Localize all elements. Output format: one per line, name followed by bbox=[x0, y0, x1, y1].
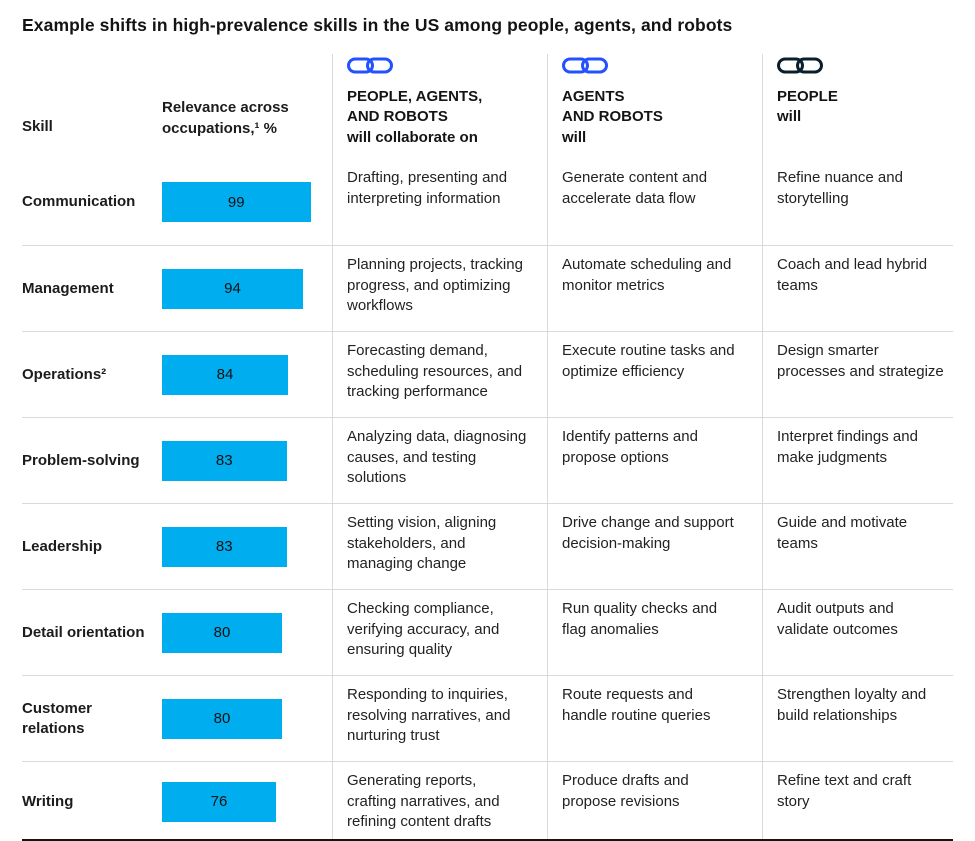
skill-name: Management bbox=[22, 279, 114, 297]
skill-name: Customer relations bbox=[22, 700, 93, 737]
table-row: Writing 76 Generating reports, crafting … bbox=[22, 761, 953, 839]
people-cell: Refine text and craft story bbox=[762, 762, 953, 839]
skill-name: Problem-solving bbox=[22, 451, 140, 469]
relevance-bar-cell: 83 bbox=[162, 418, 332, 503]
people-cell: Refine nuance and storytelling bbox=[762, 159, 953, 245]
relevance-value: 80 bbox=[213, 624, 231, 641]
relevance-bar: 83 bbox=[162, 440, 287, 481]
chain-link-icon bbox=[562, 56, 608, 80]
people-column-header: PEOPLE will bbox=[762, 54, 965, 159]
table-row: Management 94 Planning projects, trackin… bbox=[22, 245, 953, 331]
relevance-column-header: Relevance across occupations,¹ % bbox=[162, 99, 289, 137]
people-cell: Design smarter processes and strategize bbox=[762, 332, 953, 417]
relevance-value: 84 bbox=[216, 366, 234, 383]
agents-cell: Drive change and support decision-making bbox=[547, 504, 762, 589]
relevance-bar: 84 bbox=[162, 354, 288, 395]
table-row: Customer relations 80 Responding to inqu… bbox=[22, 675, 953, 761]
collaborate-cell: Analyzing data, diagnosing causes, and t… bbox=[332, 418, 547, 503]
people-cell: Audit outputs and validate outcomes bbox=[762, 590, 953, 675]
people-column-title: PEOPLE bbox=[777, 88, 838, 105]
table-row: Communication 99 Drafting, presenting an… bbox=[22, 159, 953, 245]
relevance-bar: 83 bbox=[162, 526, 287, 567]
collaborate-cell: Checking compliance, verifying accuracy,… bbox=[332, 590, 547, 675]
chain-link-icon bbox=[347, 56, 393, 80]
relevance-bar: 76 bbox=[162, 781, 276, 822]
relevance-bar-cell: 94 bbox=[162, 246, 332, 331]
people-cell: Guide and motivate teams bbox=[762, 504, 953, 589]
table-header: Skill Relevance across occupations,¹ % P… bbox=[22, 54, 953, 159]
skill-name: Communication bbox=[22, 193, 136, 211]
relevance-bar-cell: 80 bbox=[162, 676, 332, 761]
agents-cell: Automate scheduling and monitor metrics bbox=[547, 246, 762, 331]
relevance-value: 83 bbox=[215, 452, 233, 469]
relevance-value: 83 bbox=[215, 538, 233, 555]
collaborate-cell: Responding to inquiries, resolving narra… bbox=[332, 676, 547, 761]
people-cell: Interpret findings and make judgments bbox=[762, 418, 953, 503]
relevance-value: 94 bbox=[224, 280, 241, 297]
relevance-bar-cell: 76 bbox=[162, 762, 332, 839]
agents-cell: Run quality checks and flag anomalies bbox=[547, 590, 762, 675]
table-row: Operations² 84 Forecasting demand, sched… bbox=[22, 331, 953, 417]
relevance-bar: 80 bbox=[162, 698, 282, 739]
collaborate-cell: Setting vision, aligning stakeholders, a… bbox=[332, 504, 547, 589]
people-cell: Strengthen loyalty and build relationshi… bbox=[762, 676, 953, 761]
relevance-bar: 80 bbox=[162, 612, 282, 653]
agents-cell: Generate content and accelerate data flo… bbox=[547, 159, 762, 245]
agents-column-header: AGENTS AND ROBOTS will bbox=[547, 54, 762, 159]
relevance-bar-cell: 99 bbox=[162, 159, 332, 245]
agents-cell: Route requests and handle routine querie… bbox=[547, 676, 762, 761]
relevance-value: 99 bbox=[227, 193, 245, 211]
relevance-bar: 99 bbox=[162, 182, 311, 222]
relevance-bar-cell: 83 bbox=[162, 504, 332, 589]
relevance-bar-cell: 80 bbox=[162, 590, 332, 675]
relevance-bar: 94 bbox=[162, 268, 303, 309]
collaborate-cell: Drafting, presenting and interpreting in… bbox=[332, 159, 547, 245]
relevance-value: 76 bbox=[210, 793, 228, 811]
collaborate-column-header: PEOPLE, AGENTS, AND ROBOTS will collabor… bbox=[332, 54, 547, 159]
collaborate-cell: Planning projects, tracking progress, an… bbox=[332, 246, 547, 331]
table-row: Problem-solving 83 Analyzing data, diagn… bbox=[22, 417, 953, 503]
collaborate-column-subtitle: will collaborate on bbox=[347, 128, 478, 146]
agents-cell: Execute routine tasks and optimize effic… bbox=[547, 332, 762, 417]
relevance-value: 80 bbox=[213, 710, 231, 727]
collaborate-column-title: PEOPLE, AGENTS, AND ROBOTS bbox=[347, 88, 483, 126]
skill-name: Operations² bbox=[22, 365, 107, 383]
agents-cell: Identify patterns and propose options bbox=[547, 418, 762, 503]
skill-name: Writing bbox=[22, 792, 74, 810]
skill-name: Leadership bbox=[22, 537, 103, 555]
relevance-bar-cell: 84 bbox=[162, 332, 332, 417]
page-title: Example shifts in high-prevalence skills… bbox=[22, 15, 733, 35]
agents-column-title: AGENTS AND ROBOTS bbox=[562, 88, 663, 126]
agents-cell: Produce drafts and propose revisions bbox=[547, 762, 762, 839]
skill-column-header: Skill bbox=[22, 118, 53, 135]
skill-name: Detail orientation bbox=[22, 623, 145, 641]
chain-link-icon bbox=[777, 56, 823, 80]
table-row: Detail orientation 80 Checking complianc… bbox=[22, 589, 953, 675]
agents-column-subtitle: will bbox=[562, 128, 587, 146]
table-row: Leadership 83 Setting vision, aligning s… bbox=[22, 503, 953, 589]
exhibit-table: Skill Relevance across occupations,¹ % P… bbox=[22, 54, 953, 841]
people-cell: Coach and lead hybrid teams bbox=[762, 246, 953, 331]
collaborate-cell: Generating reports, crafting narratives,… bbox=[332, 762, 547, 839]
collaborate-cell: Forecasting demand, scheduling resources… bbox=[332, 332, 547, 417]
people-column-subtitle: will bbox=[777, 108, 802, 126]
